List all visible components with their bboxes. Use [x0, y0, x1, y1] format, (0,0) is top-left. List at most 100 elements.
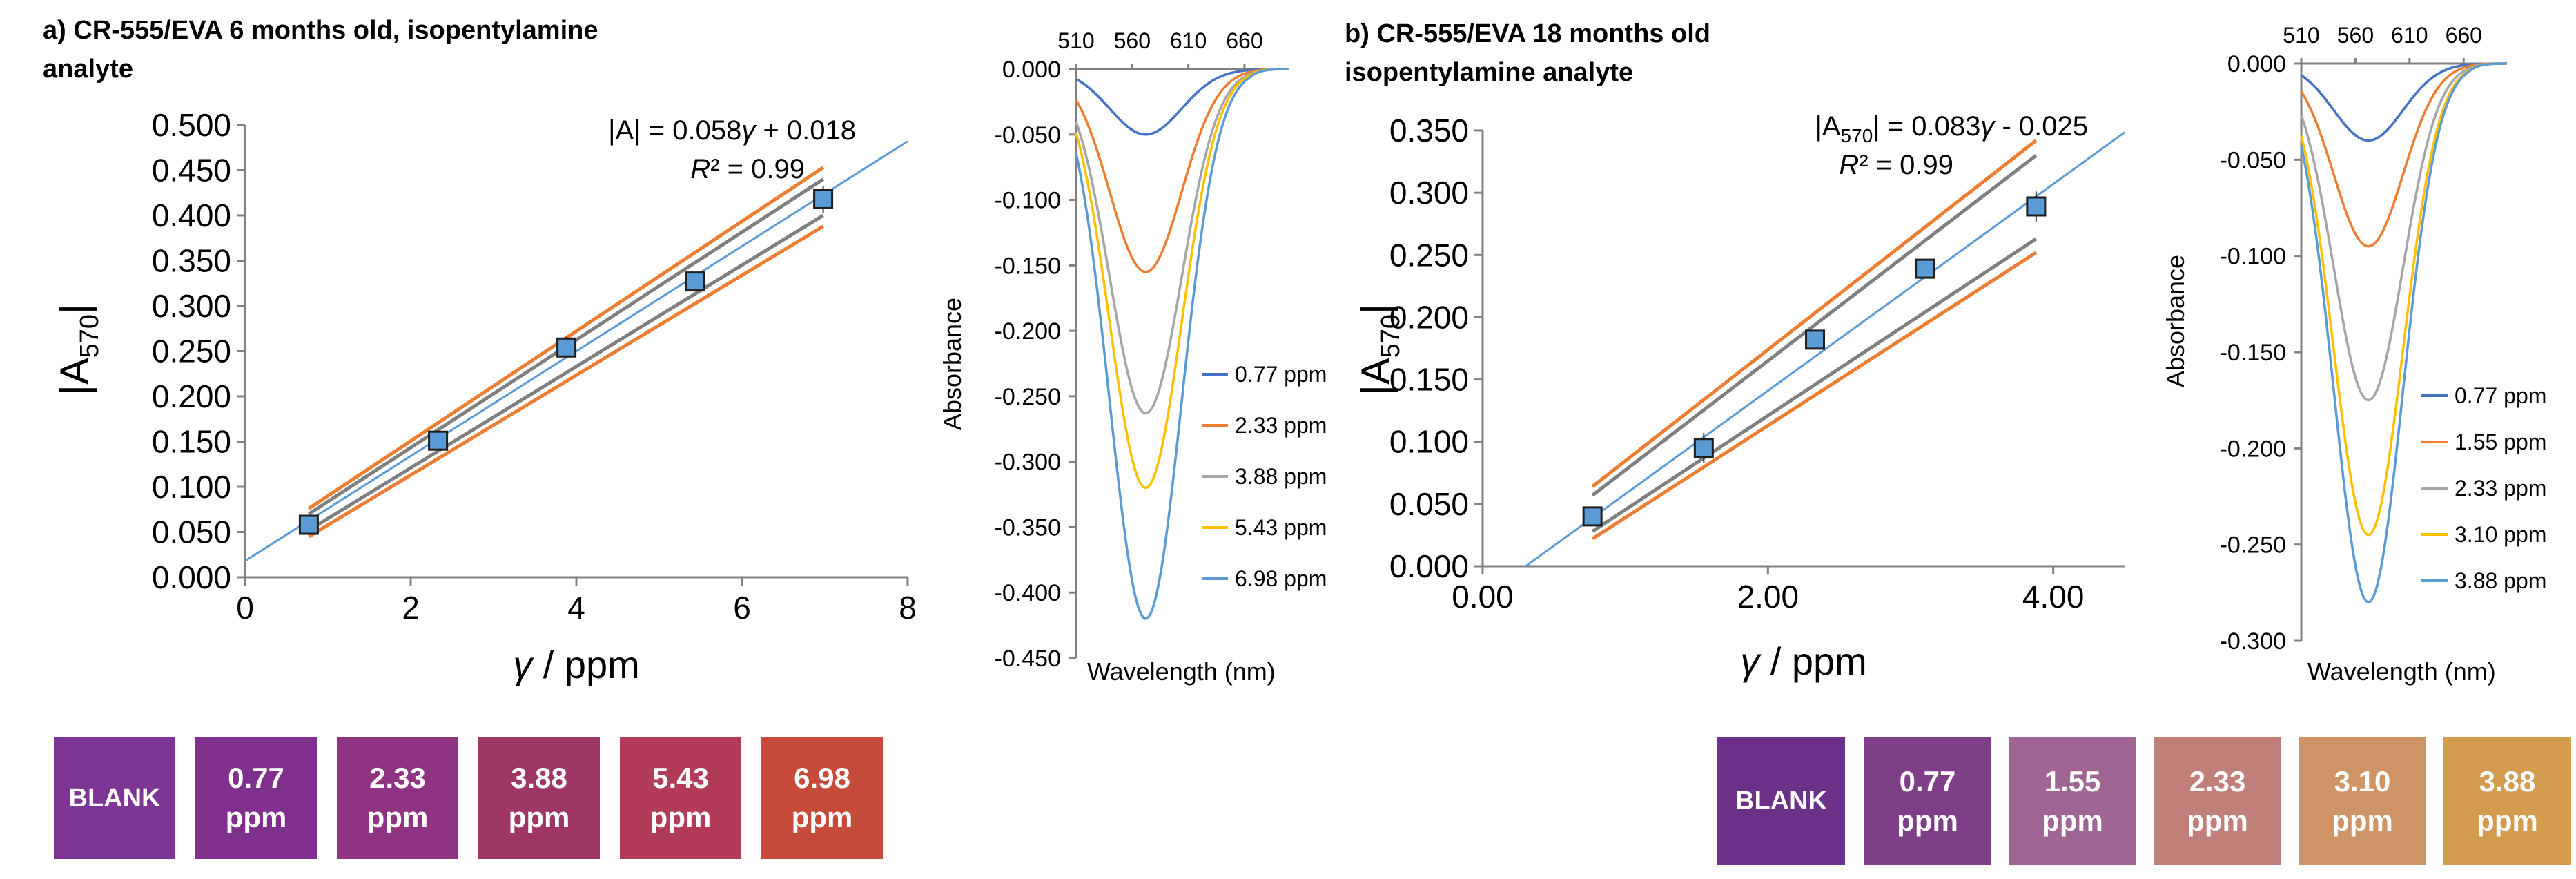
panel-b-linear-ytick-label: 0.000: [1389, 548, 1469, 584]
panel-a-linear-confidence-lower: [308, 213, 824, 532]
row-a-swatch: 2.33 ppm: [337, 737, 458, 859]
panel-a-spectra-legend-label: 5.43 ppm: [1235, 515, 1327, 540]
panel-b-spectra-ytick-label: -0.100: [2220, 244, 2286, 270]
panel-a-linear-ytick-label: 0.450: [152, 153, 231, 189]
row-b-swatch-unit: ppm: [2187, 804, 2248, 837]
panel-b-spectra-top-tick-label: 510: [2283, 23, 2319, 48]
panel-a-linear-ytick-label: 0.150: [152, 424, 231, 460]
panel-b-spectra-series-line: [2300, 62, 2507, 537]
row-a-swatch-unit: ppm: [367, 801, 429, 833]
row-a-swatch-unit: ppm: [508, 801, 570, 833]
panel-b-spectra-top-tick-label: 610: [2391, 23, 2428, 48]
panel-a-spectra-ytick-label: -0.050: [995, 122, 1061, 148]
panel-b-spectra-legend-label: 0.77 ppm: [2455, 383, 2546, 408]
panel-a-linear-ytick-label: 0.050: [152, 514, 231, 550]
panel-b-spectra-ytick-label: -0.150: [2220, 340, 2286, 366]
panel-a-spectra-legend-label: 2.33 ppm: [1235, 413, 1327, 438]
panel-a-linear-data-point: [813, 189, 834, 209]
row-b-swatch: 3.88 ppm: [2443, 737, 2571, 865]
panel-b-spectra-xlabel: Wavelength (nm): [2307, 657, 2496, 686]
panel-a-linear-eq-lhs: |A|: [608, 115, 641, 146]
panel-a-spectra-ytick-label: -0.100: [995, 188, 1061, 214]
panel-b-linear-xlabel-symbol: γ: [1740, 639, 1762, 683]
panel-b-linear-ylabel-end: |: [1354, 304, 1398, 314]
panel-a-spectra-ytick-label: -0.400: [995, 580, 1061, 606]
panel-b-linear-r2-value: ² = 0.99: [1859, 150, 1953, 180]
panel-a-linear-ytick-label: 0.350: [152, 243, 231, 279]
row-a-swatch: 5.43 ppm: [620, 737, 741, 859]
panel-b-linear-ytick-label: 0.150: [1389, 362, 1469, 398]
row-b-swatch-label: BLANK: [1735, 786, 1827, 815]
panel-a-linear-r2-label: R: [690, 154, 710, 184]
panel-a-spectra-ylabel: Absorbance: [938, 298, 966, 430]
panel-a-spectra-legend-label: 0.77 ppm: [1235, 362, 1327, 387]
panel-a-spectra-top-tick-label: 660: [1226, 28, 1262, 53]
row-b-swatch: 2.33 ppm: [2154, 737, 2281, 865]
row-a-swatch-label: BLANK: [68, 783, 161, 813]
panel-b-linear-xlabel: γ / ppm: [1740, 639, 1867, 683]
panel-a-spectra-ytick-label: -0.450: [995, 646, 1061, 672]
row-b-swatch-label: 3.88: [2479, 764, 2536, 798]
panel-a-linear-ytick-label: 0.500: [152, 107, 231, 143]
panel-b-linear-eq-rhs: - 0.025: [1994, 111, 2088, 142]
panel-a-linear-xtick-label: 6: [733, 590, 751, 626]
panel-b-linear-data-point: [2026, 196, 2047, 217]
panel-b-linear-title-line2: isopentylamine analyte: [1345, 58, 1633, 87]
row-a-swatch-unit: ppm: [791, 801, 853, 833]
panel-a-spectra-ytick-label: -0.350: [995, 514, 1061, 541]
panel-b-linear-ytick-label: 0.300: [1389, 175, 1469, 211]
panel-a-linear-ylabel-end: |: [52, 304, 97, 314]
panel-a-linear-xlabel-unit: / ppm: [532, 643, 640, 686]
panel-a-spectra-series-line: [1075, 68, 1289, 621]
panel-a-linear-data-point: [298, 514, 319, 535]
panel-a-spectra-top-tick-label: 560: [1114, 28, 1151, 53]
panel-b-spectra-ytick-label: -0.200: [2220, 436, 2286, 462]
panel-a-spectra-top-tick-label: 510: [1057, 28, 1094, 53]
panel-a-linear-r-squared: R² = 0.99: [690, 154, 805, 184]
row-a-swatch: 3.88 ppm: [478, 737, 600, 859]
panel-a-linear-data-point: [685, 271, 705, 292]
panel-b-linear-eq-lhs: |A: [1815, 111, 1840, 142]
panel-a-spectra-top-tick-label: 610: [1170, 28, 1207, 53]
panel-b-linear-ytick-label: 0.350: [1389, 113, 1469, 148]
panel-b-spectra-top-tick-label: 660: [2446, 23, 2482, 48]
row-b-swatch: BLANK: [1717, 737, 1845, 865]
panel-a-linear-prediction-lower: [308, 224, 824, 539]
panel-b-linear-confidence-lower: [1591, 237, 2038, 533]
panel-b-linear-title-line1: b) CR-555/EVA 18 months old: [1345, 19, 1710, 48]
panel-a-linear-title-line1: a) CR-555/EVA 6 months old, isopentylami…: [43, 16, 598, 45]
panel-b-linear-data-point: [1693, 438, 1714, 458]
row-a-swatch-label: 3.88: [511, 762, 567, 795]
row-b-swatch: 3.10 ppm: [2299, 737, 2426, 865]
panel-b-linear-ytick-label: 0.050: [1389, 486, 1469, 522]
panel-a-spectra-series-line: [1075, 68, 1289, 136]
panel-b-linear-eq-symbol: γ: [1980, 111, 1996, 142]
row-a-swatch: BLANK: [54, 737, 175, 859]
panel-a-linear-xtick-label: 8: [899, 590, 917, 626]
row-b-swatch-unit: ppm: [2332, 804, 2393, 837]
panel-b-spectra-legend-label: 3.88 ppm: [2455, 568, 2546, 593]
panel-a-linear-ytick-label: 0.400: [152, 197, 231, 233]
panel-b-linear-xtick-label: 2.00: [1737, 579, 1799, 615]
panel-b-linear-ytick-label: 0.100: [1389, 424, 1469, 460]
panel-b-spectra-series-line: [2300, 62, 2507, 604]
row-b-swatch-label: 1.55: [2044, 764, 2101, 798]
panel-b-spectra-series-line: [2300, 62, 2507, 248]
row-a-swatch-label: 5.43: [652, 762, 709, 795]
panel-a-spectra-legend-label: 6.98 ppm: [1235, 566, 1327, 591]
panel-b-linear-eq-lhs-end: |: [1873, 111, 1880, 142]
row-b-swatch-label: 2.33: [2189, 764, 2246, 798]
panel-a-linear-ylabel-sub: 570: [75, 314, 104, 358]
panel-a-linear-data-point: [428, 430, 449, 451]
panel-b-spectra-ytick-label: -0.050: [2220, 147, 2286, 173]
panel-a-linear-ytick-label: 0.200: [152, 378, 231, 414]
panel-b-linear-r2-label: R: [1839, 150, 1859, 180]
panel-b-spectra-ytick-label: -0.300: [2220, 628, 2286, 655]
row-b-swatch-unit: ppm: [2477, 804, 2538, 837]
panel-a-linear-eq-mid: = 0.058: [641, 115, 742, 146]
panel-a-spectra-series-line: [1075, 68, 1289, 273]
row-a-swatch-label: 2.33: [369, 762, 426, 795]
panel-b-spectra-top-tick-label: 560: [2337, 23, 2374, 48]
panel-a-linear-equation: |A| = 0.058γ + 0.018: [608, 115, 856, 146]
panel-a-linear-xtick-label: 0: [236, 590, 254, 626]
